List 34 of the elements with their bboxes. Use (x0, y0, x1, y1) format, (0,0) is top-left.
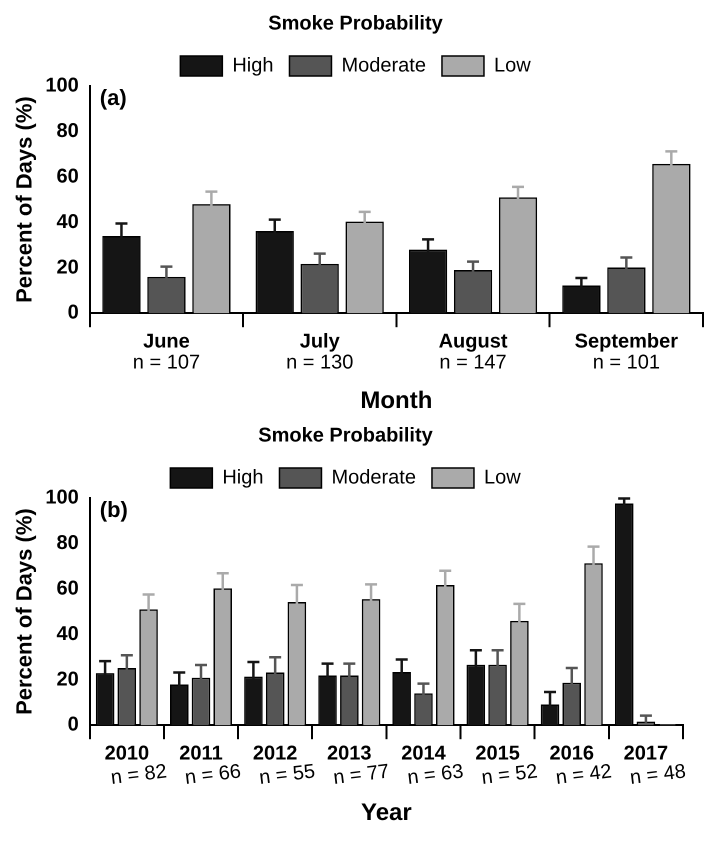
y-tick-label: 40 (56, 622, 79, 645)
text: n = 147 (439, 352, 507, 374)
y-tick-label: 0 (68, 302, 79, 324)
y-tick-label: 20 (56, 256, 79, 278)
y-axis-title: Percent of Days (%) (11, 508, 36, 715)
legend-label: Low (484, 466, 522, 489)
legend-label: Low (494, 54, 532, 77)
annotation: (a) (100, 85, 127, 110)
y-axis-title: Percent of Days (%) (11, 96, 36, 303)
y-tick-label: 60 (56, 577, 79, 600)
text: n = 107 (132, 352, 200, 374)
x-axis-title: Year (361, 799, 412, 826)
legend-label: Moderate (331, 466, 416, 489)
y-tick-label: 40 (56, 210, 79, 233)
y-tick-label: 100 (45, 74, 79, 97)
y-tick-label: 100 (45, 486, 79, 509)
legend-title: Smoke Probability (268, 12, 444, 35)
y-tick-label: 60 (56, 165, 79, 188)
legend-label: Moderate (341, 54, 426, 77)
annotation: (b) (100, 497, 128, 522)
x-tick-label: September (574, 330, 678, 353)
y-tick-label: 80 (56, 532, 79, 554)
x-tick-label: August (438, 330, 508, 353)
text: n = 130 (286, 352, 354, 374)
text: n = 101 (592, 352, 660, 374)
y-tick-label: 80 (56, 120, 79, 142)
y-tick-label: 20 (56, 668, 79, 690)
y-tick-label: 0 (68, 714, 79, 736)
legend-label: High (222, 466, 264, 489)
x-tick-label: June (143, 330, 190, 353)
legend-label: High (232, 54, 274, 77)
x-tick-label: July (300, 330, 341, 353)
legend-title: Smoke Probability (258, 424, 434, 447)
x-axis-title: Month (360, 387, 432, 414)
